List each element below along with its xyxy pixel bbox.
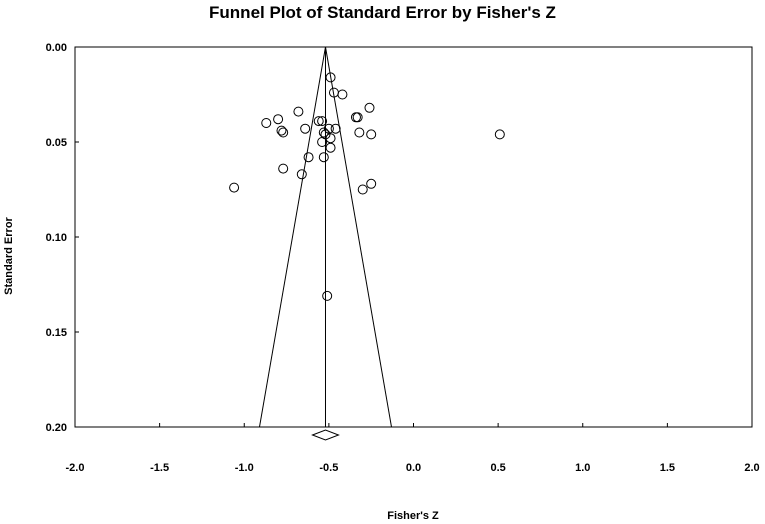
y-tick-label: 0.00	[46, 42, 67, 54]
study-point	[366, 178, 377, 189]
x-tick-label: -1.0	[235, 462, 254, 474]
study-point	[323, 123, 334, 134]
study-point	[364, 102, 375, 113]
study-point	[303, 152, 314, 163]
y-tick-label: 0.10	[46, 232, 67, 244]
study-point	[261, 118, 272, 128]
study-point	[273, 114, 284, 125]
summary-diamond	[311, 429, 340, 441]
study-point	[318, 152, 329, 163]
x-tick-label: -0.5	[319, 462, 338, 474]
study-point	[330, 123, 341, 134]
study-point	[317, 116, 328, 127]
study-point	[357, 184, 368, 195]
study-point	[366, 129, 377, 140]
summary-diamond-group	[311, 429, 340, 441]
funnel-right-line	[324, 46, 392, 428]
study-point	[278, 163, 289, 174]
study-point	[325, 142, 336, 153]
study-point	[337, 89, 348, 100]
chart-title: Funnel Plot of Standard Error by Fisher'…	[209, 3, 556, 22]
study-point	[325, 72, 336, 83]
x-tick-label: 0.0	[406, 462, 421, 474]
x-tick-label: 2.0	[744, 462, 759, 474]
study-point	[276, 125, 287, 136]
study-point	[300, 123, 311, 134]
plot-area-frame	[74, 46, 753, 428]
study-point	[278, 127, 289, 138]
study-point	[293, 106, 304, 117]
study-point	[318, 127, 329, 138]
axis-ticks: -2.0 -1.5 -1.0 -0.5 0.0 0.5 1.0 1.5 2.0 0.00 0.05 0…	[46, 42, 760, 474]
study-point	[313, 116, 324, 127]
study-point	[296, 169, 307, 180]
x-tick-label: 1.5	[660, 462, 675, 474]
funnel-lines	[258, 46, 392, 428]
x-tick-label: -2.0	[66, 462, 85, 474]
y-tick-label: 0.15	[46, 327, 67, 339]
study-point	[494, 129, 505, 140]
x-tick-label: 0.5	[490, 462, 505, 474]
study-point	[317, 137, 328, 147]
y-axis-label: Standard Error	[3, 216, 15, 294]
y-tick-label: 0.20	[46, 422, 67, 434]
y-tick-label: 0.05	[46, 137, 67, 149]
study-point	[229, 182, 240, 193]
study-point	[354, 127, 365, 138]
x-tick-label: 1.0	[575, 462, 590, 474]
funnel-left-line	[258, 46, 326, 428]
x-axis-label: Fisher's Z	[387, 510, 439, 522]
data-points	[229, 72, 505, 301]
study-point	[322, 290, 333, 301]
x-tick-label: -1.5	[150, 462, 169, 474]
study-point	[350, 112, 361, 123]
